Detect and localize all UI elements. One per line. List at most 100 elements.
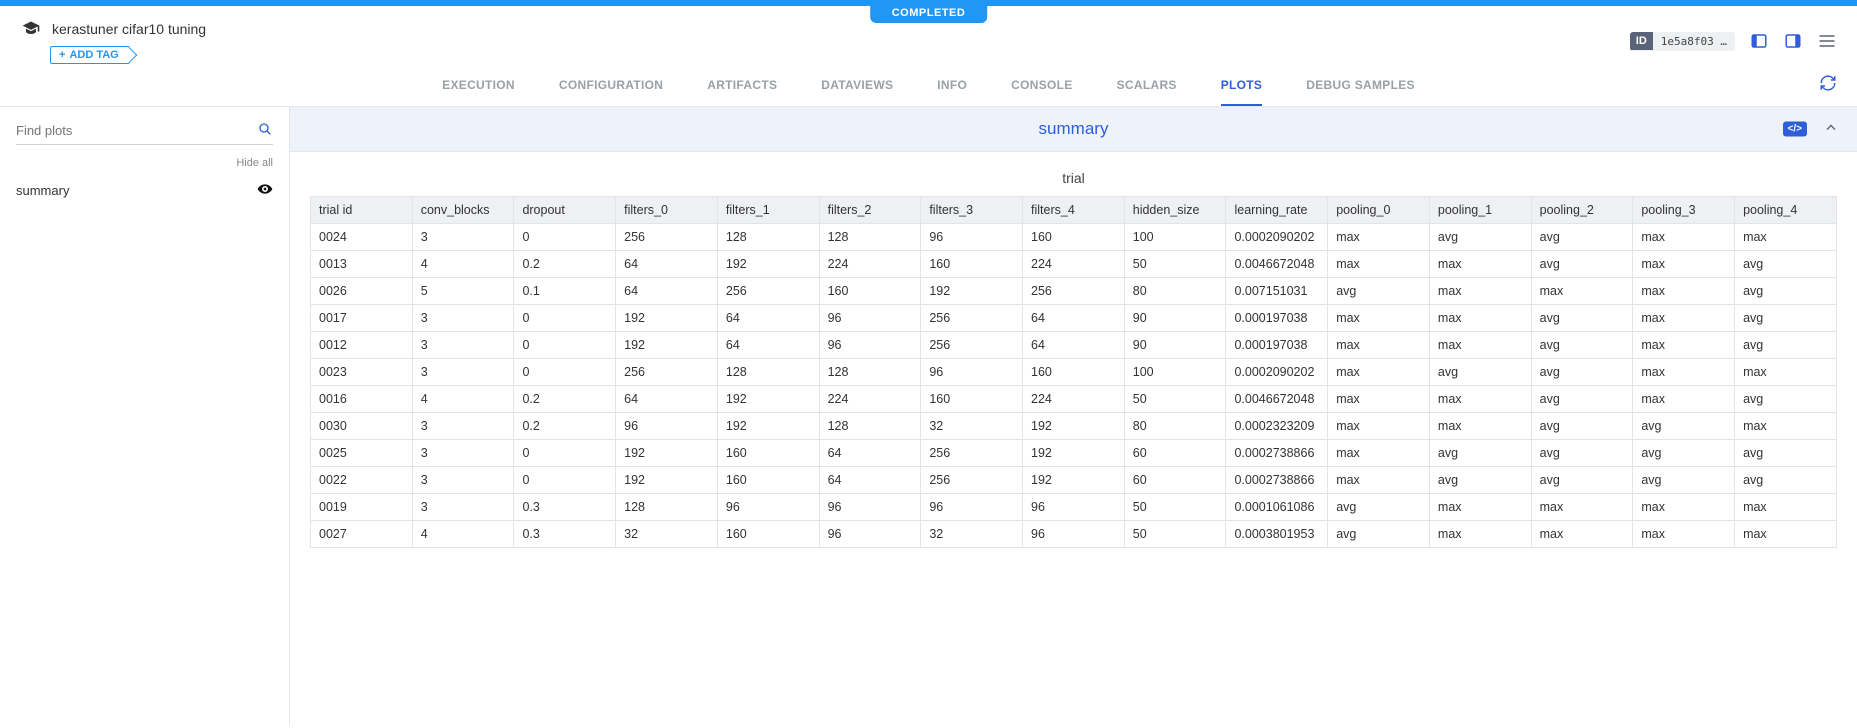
plus-icon: +: [59, 49, 65, 61]
tab-dataviews[interactable]: DATAVIEWS: [821, 78, 893, 106]
table-header[interactable]: pooling_3: [1633, 197, 1735, 224]
table-cell: 160: [1023, 359, 1125, 386]
id-chip-value: 1e5a8f03 …: [1653, 32, 1735, 51]
table-cell: 0.0002738866: [1226, 467, 1328, 494]
table-cell: 160: [717, 521, 819, 548]
table-header[interactable]: filters_3: [921, 197, 1023, 224]
table-cell: 3: [412, 332, 514, 359]
table-cell: avg: [1429, 467, 1531, 494]
table-cell: max: [1633, 332, 1735, 359]
tab-info[interactable]: INFO: [937, 78, 967, 106]
section-header: summary </>: [290, 107, 1857, 152]
table-cell: max: [1735, 494, 1837, 521]
table-cell: 32: [921, 521, 1023, 548]
table-cell: 0019: [311, 494, 413, 521]
tab-scalars[interactable]: SCALARS: [1117, 78, 1177, 106]
table-cell: 90: [1124, 332, 1226, 359]
table-header[interactable]: conv_blocks: [412, 197, 514, 224]
search-input[interactable]: [16, 123, 257, 138]
table-cell: 0: [514, 440, 616, 467]
collapse-chevron-icon[interactable]: [1823, 120, 1839, 139]
hide-all-button[interactable]: Hide all: [16, 157, 273, 169]
table-header[interactable]: hidden_size: [1124, 197, 1226, 224]
table-cell: 0.0002090202: [1226, 224, 1328, 251]
table-cell: 192: [717, 413, 819, 440]
table-header[interactable]: trial id: [311, 197, 413, 224]
table-cell: 3: [412, 305, 514, 332]
table-cell: 60: [1124, 440, 1226, 467]
table-header[interactable]: filters_2: [819, 197, 921, 224]
table-cell: avg: [1328, 494, 1430, 521]
table-header[interactable]: pooling_4: [1735, 197, 1837, 224]
table-header[interactable]: learning_rate: [1226, 197, 1328, 224]
table-cell: 0024: [311, 224, 413, 251]
table-cell: 0: [514, 467, 616, 494]
eye-icon[interactable]: [257, 181, 273, 200]
table-cell: max: [1328, 440, 1430, 467]
search-icon[interactable]: [257, 121, 273, 140]
table-cell: 96: [921, 359, 1023, 386]
panel-toggle-left-icon[interactable]: [1749, 31, 1769, 51]
table-cell: 224: [819, 251, 921, 278]
table-cell: 90: [1124, 305, 1226, 332]
tab-artifacts[interactable]: ARTIFACTS: [707, 78, 777, 106]
table-cell: max: [1328, 305, 1430, 332]
tab-configuration[interactable]: CONFIGURATION: [559, 78, 663, 106]
table-header[interactable]: dropout: [514, 197, 616, 224]
table-cell: 192: [616, 332, 718, 359]
code-chip-button[interactable]: </>: [1783, 122, 1807, 137]
table-cell: max: [1633, 521, 1735, 548]
menu-icon[interactable]: [1817, 31, 1837, 51]
table-header[interactable]: filters_4: [1023, 197, 1125, 224]
experiment-icon: [20, 18, 42, 40]
table-cell: max: [1633, 305, 1735, 332]
tab-execution[interactable]: EXECUTION: [442, 78, 515, 106]
refresh-icon[interactable]: [1819, 74, 1837, 95]
table-cell: 160: [717, 467, 819, 494]
table-row: 001340.264192224160224500.0046672048maxm…: [311, 251, 1837, 278]
tab-debug-samples[interactable]: DEBUG SAMPLES: [1306, 78, 1415, 106]
table-cell: avg: [1429, 359, 1531, 386]
table-cell: 3: [412, 440, 514, 467]
table-header[interactable]: pooling_1: [1429, 197, 1531, 224]
table-cell: 96: [819, 305, 921, 332]
plot-item[interactable]: summary: [16, 181, 273, 200]
add-tag-button[interactable]: + ADD TAG: [50, 46, 130, 64]
table-cell: 256: [921, 332, 1023, 359]
table-cell: avg: [1531, 440, 1633, 467]
table-cell: 0.1: [514, 278, 616, 305]
table-header[interactable]: filters_1: [717, 197, 819, 224]
panel-toggle-right-icon[interactable]: [1783, 31, 1803, 51]
table-cell: avg: [1531, 413, 1633, 440]
table-title: trial: [310, 170, 1837, 186]
table-header[interactable]: pooling_0: [1328, 197, 1430, 224]
table-cell: 128: [819, 359, 921, 386]
table-cell: max: [1328, 251, 1430, 278]
table-row: 003030.29619212832192800.0002323209maxma…: [311, 413, 1837, 440]
table-cell: 96: [819, 332, 921, 359]
table-cell: 0.2: [514, 386, 616, 413]
id-chip[interactable]: ID 1e5a8f03 …: [1630, 32, 1735, 51]
table-header[interactable]: pooling_2: [1531, 197, 1633, 224]
tab-console[interactable]: CONSOLE: [1011, 78, 1072, 106]
table-cell: avg: [1735, 440, 1837, 467]
table-cell: 3: [412, 494, 514, 521]
table-cell: 0016: [311, 386, 413, 413]
table-row: 001730192649625664900.000197038maxmaxavg…: [311, 305, 1837, 332]
table-cell: 96: [717, 494, 819, 521]
table-cell: max: [1531, 278, 1633, 305]
table-cell: 4: [412, 251, 514, 278]
table-cell: 0.0046672048: [1226, 251, 1328, 278]
table-cell: 3: [412, 413, 514, 440]
table-cell: 224: [1023, 386, 1125, 413]
table-cell: avg: [1735, 278, 1837, 305]
tab-plots[interactable]: PLOTS: [1221, 78, 1263, 106]
table-cell: 0.2: [514, 413, 616, 440]
table-row: 002330256128128961601000.0002090202maxav…: [311, 359, 1837, 386]
table-header[interactable]: filters_0: [616, 197, 718, 224]
table-cell: 0.0002323209: [1226, 413, 1328, 440]
table-cell: 64: [616, 251, 718, 278]
table-cell: 0023: [311, 359, 413, 386]
table-cell: 128: [717, 224, 819, 251]
table-cell: max: [1633, 278, 1735, 305]
